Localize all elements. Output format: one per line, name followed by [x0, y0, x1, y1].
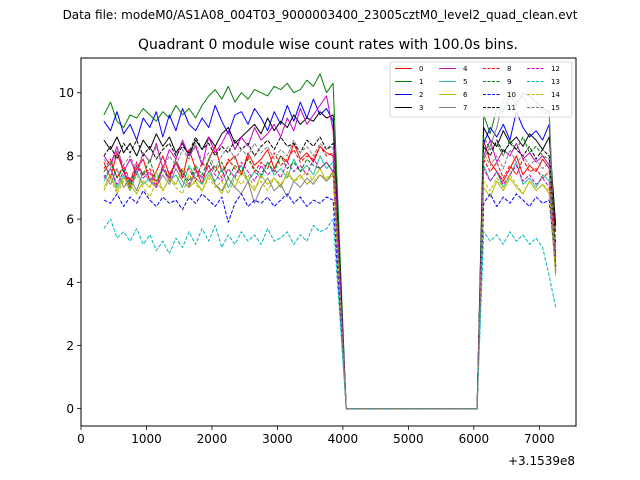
x-tick-label: 5000 [393, 432, 424, 446]
series-line-1 [103, 73, 557, 410]
legend-label-5: 5 [463, 78, 467, 86]
legend-label-12: 12 [551, 65, 560, 73]
x-tick-label: 2000 [197, 432, 228, 446]
series-line-13 [103, 218, 557, 410]
series-line-14 [103, 171, 557, 410]
legend-label-4: 4 [463, 65, 468, 73]
legend-label-2: 2 [419, 91, 423, 99]
plot-area [103, 73, 557, 410]
y-tick-label: 10 [59, 86, 74, 100]
legend-label-7: 7 [463, 104, 467, 112]
legend-label-3: 3 [419, 104, 423, 112]
chart-title: Quadrant 0 module wise count rates with … [138, 37, 518, 53]
series-line-6 [103, 168, 557, 410]
legend-label-11: 11 [507, 104, 516, 112]
axes-frame [80, 57, 577, 427]
y-tick-label: 2 [66, 339, 74, 353]
legend-label-8: 8 [507, 65, 511, 73]
axes: 0 1000 2000 3000 4000 5000 6000 7000 0 2 4 6 8 10 [59, 86, 555, 446]
x-offset-label: +3.1539e8 [508, 454, 575, 468]
legend-label-1: 1 [419, 78, 423, 86]
x-tick-label: 3000 [262, 432, 293, 446]
legend-label-14: 14 [551, 91, 560, 99]
legend-label-6: 6 [463, 91, 468, 99]
legend-label-15: 15 [551, 104, 560, 112]
x-tick-label: 7000 [524, 432, 555, 446]
y-tick-label: 8 [66, 149, 74, 163]
chart-suptitle: Data file: modeM0/AS1A08_004T03_90000034… [63, 8, 578, 22]
legend-label-0: 0 [419, 65, 423, 73]
y-tick-label: 4 [66, 276, 74, 290]
series-line-8 [103, 145, 557, 410]
legend-label-13: 13 [551, 78, 560, 86]
x-tick-label: 4000 [328, 432, 359, 446]
legend-box [389, 61, 573, 118]
series-line-7 [103, 92, 557, 410]
y-tick-label: 0 [66, 402, 74, 416]
legend-label-9: 9 [507, 78, 511, 86]
legend-label-10: 10 [507, 91, 516, 99]
series-line-15 [103, 139, 557, 410]
x-tick-label: 6000 [459, 432, 490, 446]
y-tick-label: 6 [66, 213, 74, 227]
x-tick-label: 1000 [131, 432, 162, 446]
x-tick-label: 0 [77, 432, 85, 446]
